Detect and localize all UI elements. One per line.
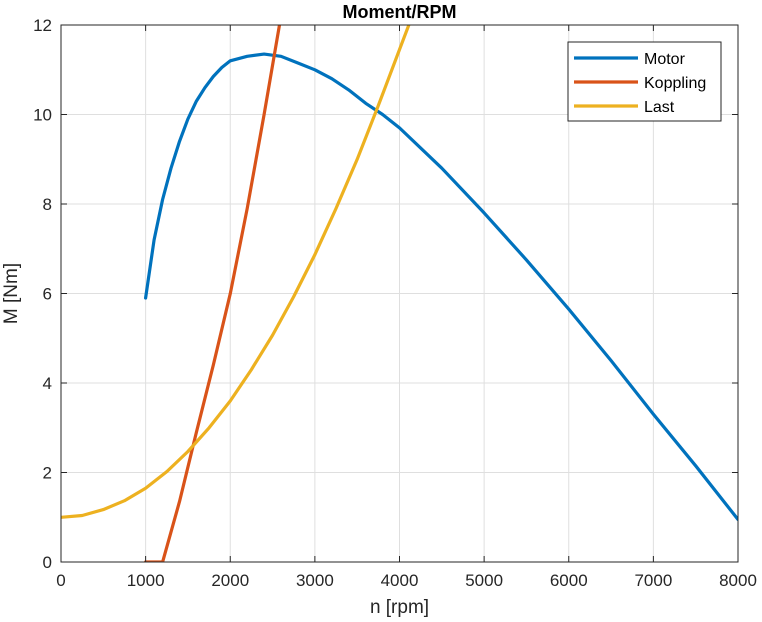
y-tick-label: 8 xyxy=(43,195,52,214)
series-group xyxy=(61,25,738,562)
y-tick-label: 10 xyxy=(33,106,52,125)
x-axis-label: n [rpm] xyxy=(370,597,429,618)
x-tick-label: 1000 xyxy=(127,571,165,590)
x-tick-label: 7000 xyxy=(634,571,672,590)
series-line-motor xyxy=(144,52,738,522)
chart-title: Moment/RPM xyxy=(343,2,457,22)
y-tick-label: 0 xyxy=(43,553,52,572)
legend-label-koppling: Koppling xyxy=(644,75,706,92)
y-tick-label: 12 xyxy=(33,16,52,35)
y-tick-label: 4 xyxy=(43,374,52,393)
y-tick-label: 6 xyxy=(43,285,52,304)
series-line-koppling xyxy=(144,25,282,562)
x-tick-label: 8000 xyxy=(719,571,757,590)
y-tick-label: 2 xyxy=(43,464,52,483)
series-line-last xyxy=(61,25,411,519)
x-tick-label: 5000 xyxy=(465,571,503,590)
x-tick-label: 2000 xyxy=(211,571,249,590)
ticks: 0 1000 2000 3000 4000 5000 6000 7000 8000 0 2 4 6 8 10… xyxy=(33,16,757,590)
y-axis-label: M [Nm] xyxy=(1,263,22,324)
x-tick-label: 4000 xyxy=(381,571,419,590)
x-tick-label: 6000 xyxy=(550,571,588,590)
x-tick-label: 0 xyxy=(56,571,65,590)
x-tick-label: 3000 xyxy=(296,571,334,590)
legend-label-motor: Motor xyxy=(644,51,686,68)
legend-label-last: Last xyxy=(644,99,675,116)
legend: Motor Koppling Last xyxy=(567,41,722,122)
